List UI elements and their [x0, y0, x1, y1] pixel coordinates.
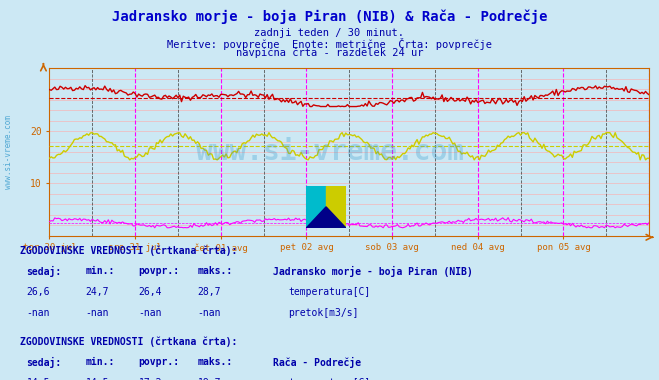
Text: Meritve: povprečne  Enote: metrične  Črta: povprečje: Meritve: povprečne Enote: metrične Črta:…	[167, 38, 492, 50]
Text: -nan: -nan	[26, 308, 50, 318]
Text: Jadransko morje - boja Piran (NIB) & Rača - Podrečje: Jadransko morje - boja Piran (NIB) & Rač…	[112, 10, 547, 24]
Text: navpična črta - razdelek 24 ur: navpična črta - razdelek 24 ur	[236, 47, 423, 58]
Text: 17,2: 17,2	[138, 378, 162, 380]
Text: 26,4: 26,4	[138, 287, 162, 297]
Text: 14,5: 14,5	[26, 378, 50, 380]
Text: pretok[m3/s]: pretok[m3/s]	[288, 308, 358, 318]
Text: 19,7: 19,7	[198, 378, 221, 380]
Text: 26,6: 26,6	[26, 287, 50, 297]
Text: povpr.:: povpr.:	[138, 266, 179, 276]
Text: www.si-vreme.com: www.si-vreme.com	[4, 115, 13, 189]
Text: 14,5: 14,5	[86, 378, 109, 380]
Text: ZGODOVINSKE VREDNOSTI (črtkana črta):: ZGODOVINSKE VREDNOSTI (črtkana črta):	[20, 336, 237, 347]
Text: ZGODOVINSKE VREDNOSTI (črtkana črta):: ZGODOVINSKE VREDNOSTI (črtkana črta):	[20, 245, 237, 256]
Text: min.:: min.:	[86, 357, 115, 367]
Text: 28,7: 28,7	[198, 287, 221, 297]
Text: zadnji teden / 30 minut.: zadnji teden / 30 minut.	[254, 28, 405, 38]
Text: temperatura[C]: temperatura[C]	[288, 378, 370, 380]
Text: sedaj:: sedaj:	[26, 266, 61, 277]
Text: -nan: -nan	[86, 308, 109, 318]
Text: Jadransko morje - boja Piran (NIB): Jadransko morje - boja Piran (NIB)	[273, 266, 473, 277]
Text: maks.:: maks.:	[198, 357, 233, 367]
Text: -nan: -nan	[198, 308, 221, 318]
Text: min.:: min.:	[86, 266, 115, 276]
Text: temperatura[C]: temperatura[C]	[288, 287, 370, 297]
Text: sedaj:: sedaj:	[26, 357, 61, 368]
Text: -nan: -nan	[138, 308, 162, 318]
Text: 24,7: 24,7	[86, 287, 109, 297]
Text: maks.:: maks.:	[198, 266, 233, 276]
Text: povpr.:: povpr.:	[138, 357, 179, 367]
Text: www.si-vreme.com: www.si-vreme.com	[196, 138, 463, 166]
Text: Rača - Podrečje: Rača - Podrečje	[273, 357, 362, 368]
